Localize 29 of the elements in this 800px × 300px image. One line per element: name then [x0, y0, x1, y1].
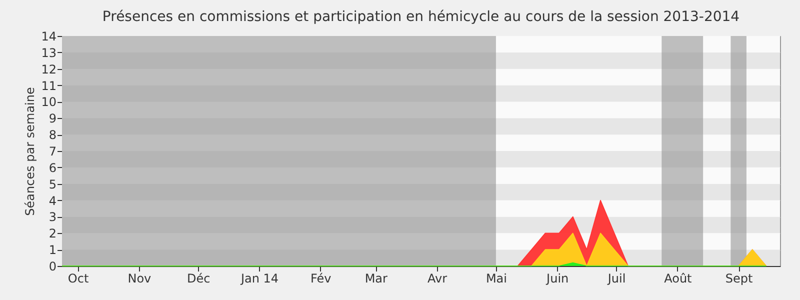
x-tick-label: Mar: [364, 272, 388, 286]
x-tick-label: Fév: [310, 272, 332, 286]
x-tick-label: Août: [664, 272, 692, 286]
x-tick-label: Sept: [725, 272, 754, 286]
y-tick-label: 8: [48, 128, 56, 142]
x-tick-label: Juin: [546, 272, 569, 286]
y-tick-label: 11: [41, 78, 56, 93]
y-tick-label: 10: [41, 95, 56, 110]
y-tick-label: 14: [41, 30, 56, 44]
y-tick-label: 3: [48, 210, 56, 224]
y-tick-label: 9: [48, 112, 56, 126]
y-tick-label: 2: [48, 226, 56, 241]
y-tick-label: 5: [48, 177, 56, 192]
y-tick-label: 0: [48, 260, 56, 274]
y-tick-label: 1: [48, 243, 56, 258]
x-tick-label: Avr: [428, 272, 448, 286]
y-tick-label: 4: [48, 194, 56, 208]
y-tick-label: 7: [48, 144, 56, 158]
y-tick-label: 12: [41, 62, 56, 76]
y-tick-label: 6: [48, 160, 56, 175]
y-tick-label: 13: [41, 46, 56, 60]
y-axis-title: Séances par semaine: [23, 87, 38, 216]
x-tick-label: Juil: [606, 272, 626, 286]
chart-title: Présences en commissions et participation en hémicycle au cours de la session 2013-2014: [102, 9, 740, 25]
x-tick-label: Mai: [486, 272, 507, 286]
x-tick-label: Déc: [186, 272, 210, 286]
x-tick-label: Jan 14: [240, 272, 279, 286]
x-tick-label: Nov: [128, 272, 152, 286]
x-tick-label: Oct: [68, 272, 89, 286]
